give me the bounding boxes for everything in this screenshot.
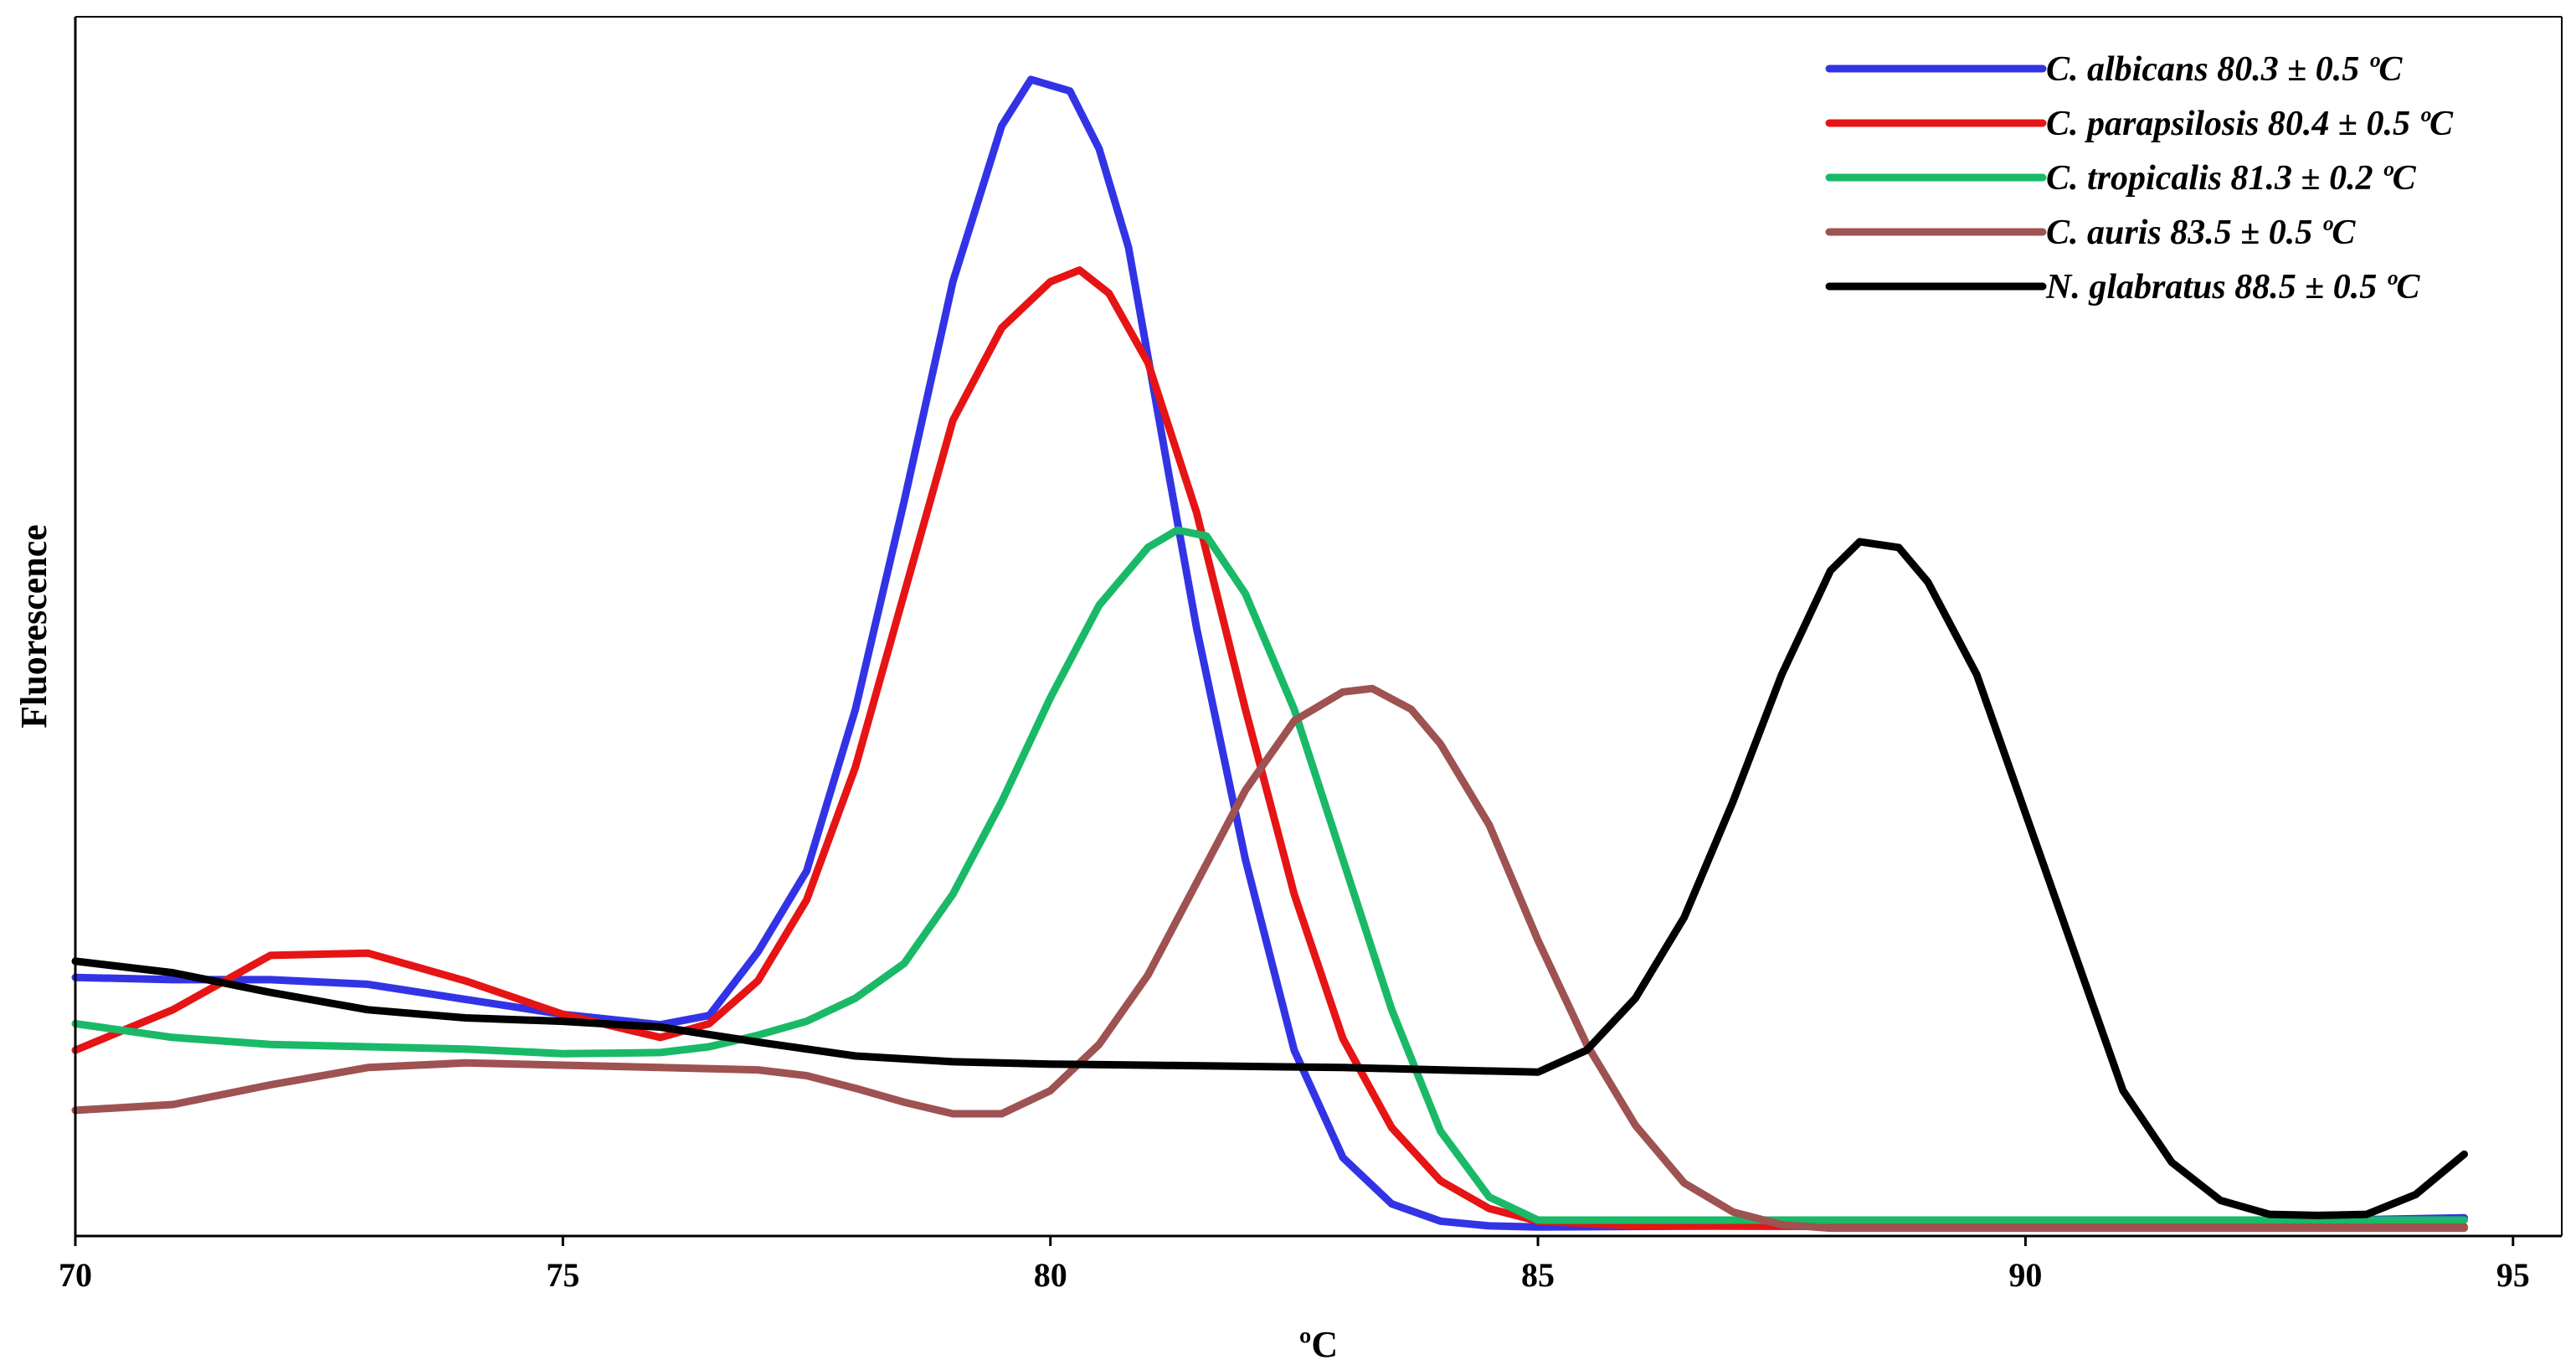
legend-label-2: C. tropicalis 81.3 ± 0.2 ºC <box>2046 159 2417 198</box>
series-line-4 <box>71 538 2468 1219</box>
series-line-3 <box>71 684 2468 1233</box>
y-axis-title: Fluorescence <box>13 524 54 729</box>
x-tick-label-2: 80 <box>1034 1256 1067 1294</box>
legend: C. albicans 80.3 ± 0.5 ºC C. parapsilosis… <box>1825 50 2454 306</box>
x-tick-layer: 70 75 80 85 90 95 <box>59 1236 2530 1294</box>
legend-label-0: C. albicans 80.3 ± 0.5 ºC <box>2046 50 2403 89</box>
x-tick-label-0: 70 <box>59 1256 92 1294</box>
legend-label-4: N. glabratus 88.5 ± 0.5 ºC <box>2045 268 2420 306</box>
series-line-2 <box>71 526 2468 1224</box>
x-axis-title: ºC <box>1299 1324 1338 1365</box>
series-line-1 <box>71 266 2468 1231</box>
x-tick-label-4: 90 <box>2008 1256 2042 1294</box>
legend-label-1: C. parapsilosis 80.4 ± 0.5 ºC <box>2046 105 2454 143</box>
legend-label-3: C. auris 83.5 ± 0.5 ºC <box>2046 214 2356 252</box>
series-layer <box>71 75 2468 1233</box>
x-tick-label-3: 85 <box>1521 1256 1555 1294</box>
x-tick-label-5: 95 <box>2496 1256 2530 1294</box>
x-tick-label-1: 75 <box>546 1256 579 1294</box>
